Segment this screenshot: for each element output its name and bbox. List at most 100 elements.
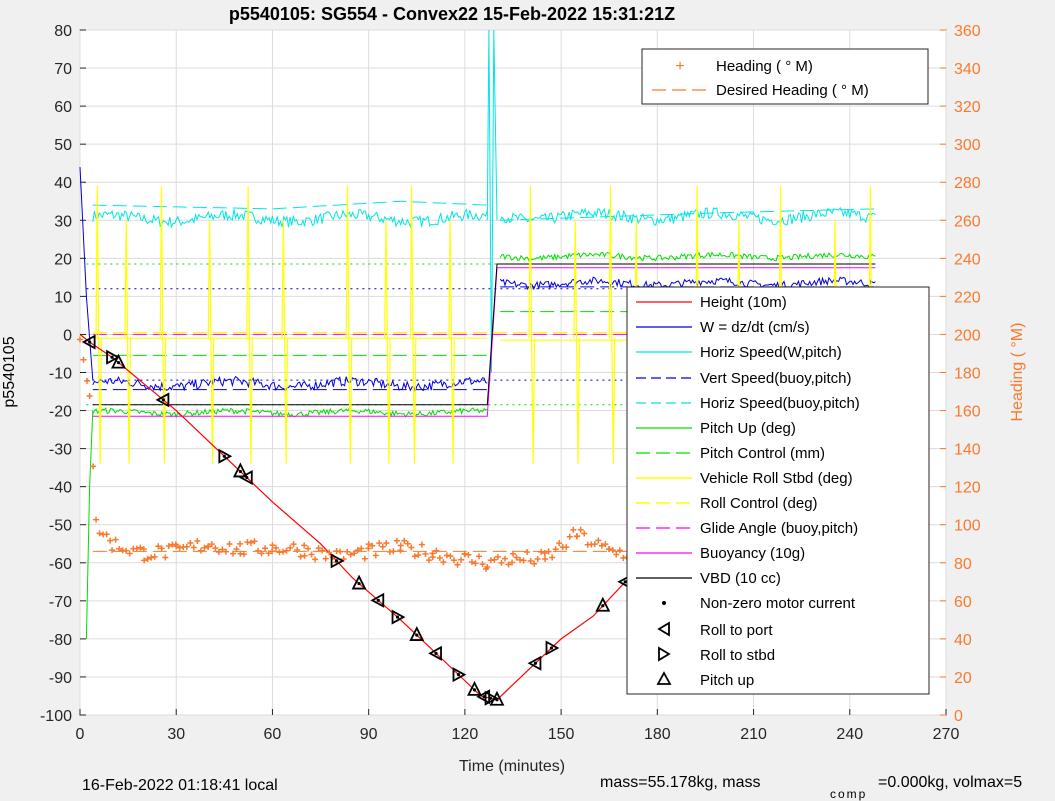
y-tick-label: 80 xyxy=(54,23,72,40)
heading-marker xyxy=(354,547,361,554)
heading-marker xyxy=(205,543,212,550)
heading-marker xyxy=(233,546,240,553)
heading-marker xyxy=(613,551,620,558)
roll-pitch-marker xyxy=(232,462,248,478)
motor-current-marker xyxy=(533,661,538,665)
y-right-tick-label: 360 xyxy=(954,23,981,40)
y-tick-label: -70 xyxy=(49,594,72,611)
heading-marker xyxy=(397,542,404,549)
heading-marker xyxy=(447,553,454,560)
footer-mass: mass=55.178kg, mass xyxy=(600,774,761,791)
heading-marker xyxy=(86,393,93,400)
roll-pitch-marker xyxy=(467,680,482,696)
y-right-tick-label: 280 xyxy=(954,175,981,192)
y-right-axis-label: Heading ( °M) xyxy=(1009,323,1026,422)
footer-local-time: 16-Feb-2022 01:18:41 local xyxy=(82,777,278,794)
heading-marker xyxy=(247,539,254,546)
motor-current-marker xyxy=(222,454,226,458)
heading-marker xyxy=(440,559,447,566)
heading-marker xyxy=(358,545,365,552)
curve-w-start xyxy=(79,166,94,381)
heading-marker xyxy=(240,551,247,558)
curve-pitch-up-climb xyxy=(499,251,876,263)
curve-horiz-speed-buoy-climb xyxy=(500,208,876,221)
heading-marker xyxy=(465,551,472,558)
footer-volmax: =0.000kg, volmax=5 xyxy=(878,774,1022,791)
heading-marker xyxy=(591,541,598,548)
legend-label-pitch-control: Pitch Control (mm) xyxy=(700,445,825,462)
heading-marker xyxy=(208,541,215,548)
roll-pitch-marker xyxy=(489,690,505,706)
heading-marker xyxy=(415,551,422,558)
heading-marker xyxy=(90,463,97,470)
heading-marker xyxy=(581,530,588,537)
heading-marker xyxy=(290,541,297,548)
legend-label-roll-port: Roll to port xyxy=(700,622,773,639)
legend-label-motor: Non-zero motor current xyxy=(700,595,856,612)
heading-marker xyxy=(255,547,262,554)
heading-marker xyxy=(369,542,376,549)
heading-marker xyxy=(509,559,516,566)
motor-current-marker xyxy=(110,355,114,359)
heading-marker xyxy=(527,558,534,565)
heading-marker xyxy=(429,554,436,561)
heading-marker xyxy=(258,550,265,557)
heading-marker xyxy=(155,543,162,550)
heading-marker xyxy=(222,548,229,555)
x-tick-label: 30 xyxy=(167,726,185,743)
motor-current-marker xyxy=(88,340,92,344)
x-tick-label: 150 xyxy=(548,726,575,743)
heading-marker xyxy=(411,553,418,560)
y-tick-label: -30 xyxy=(49,442,72,459)
heading-marker xyxy=(347,551,354,558)
heading-marker xyxy=(418,541,425,548)
curve-roll-spike xyxy=(448,220,455,464)
roll-pitch-marker xyxy=(81,334,96,350)
y-tick-label: 10 xyxy=(54,289,72,306)
heading-marker xyxy=(538,548,545,555)
legend-desired-heading-label: Desired Heading ( ° M) xyxy=(716,82,869,99)
heading-marker xyxy=(322,555,329,562)
motor-current-marker xyxy=(357,581,361,586)
footer-mass-sub: comp xyxy=(830,787,867,801)
roll-pitch-marker xyxy=(155,392,170,408)
roll-pitch-marker xyxy=(452,667,467,683)
heading-marker xyxy=(609,547,616,554)
x-tick-label: 90 xyxy=(360,726,378,743)
heading-marker xyxy=(151,553,158,560)
legend-label-pitch-up: Pitch Up (deg) xyxy=(700,420,796,437)
heading-marker xyxy=(337,548,344,555)
heading-marker xyxy=(133,545,140,552)
heading-marker xyxy=(534,555,541,562)
legend-swatch-pitch-up-marker xyxy=(656,671,672,685)
curve-horiz-spike xyxy=(486,29,498,373)
heading-marker xyxy=(283,547,290,554)
y-tick-label: -90 xyxy=(49,670,72,687)
y-right-ticks: 3603403203002802602402202001801601401201… xyxy=(940,23,981,725)
heading-marker xyxy=(262,545,269,552)
roll-pitch-marker xyxy=(370,592,385,608)
roll-pitch-marker xyxy=(351,574,367,590)
curve-roll-spike xyxy=(345,185,353,464)
heading-marker xyxy=(545,548,552,555)
y-tick-label: 60 xyxy=(54,99,72,116)
curve-roll-spike xyxy=(409,185,417,464)
heading-marker xyxy=(190,544,197,551)
heading-marker xyxy=(272,544,279,551)
heading-marker xyxy=(109,547,116,554)
heading-marker xyxy=(158,545,165,552)
heading-marker xyxy=(183,543,190,550)
x-tick-label: 120 xyxy=(452,726,479,743)
motor-current-marker xyxy=(495,698,499,702)
y-tick-label: 40 xyxy=(54,175,72,192)
legend-label-roll-stbd: Roll to stbd xyxy=(700,647,775,664)
legend-label-horiz-w: Horiz Speed(W,pitch) xyxy=(700,344,842,361)
heading-marker xyxy=(141,557,148,564)
heading-marker xyxy=(144,555,151,562)
y-right-tick-label: 40 xyxy=(954,632,972,649)
heading-marker xyxy=(280,548,287,555)
heading-marker xyxy=(479,561,486,568)
legend-label-height: Height (10m) xyxy=(700,294,787,311)
x-tick-label: 180 xyxy=(644,726,671,743)
legend-label-w: W = dz/dt (cm/s) xyxy=(700,319,810,336)
